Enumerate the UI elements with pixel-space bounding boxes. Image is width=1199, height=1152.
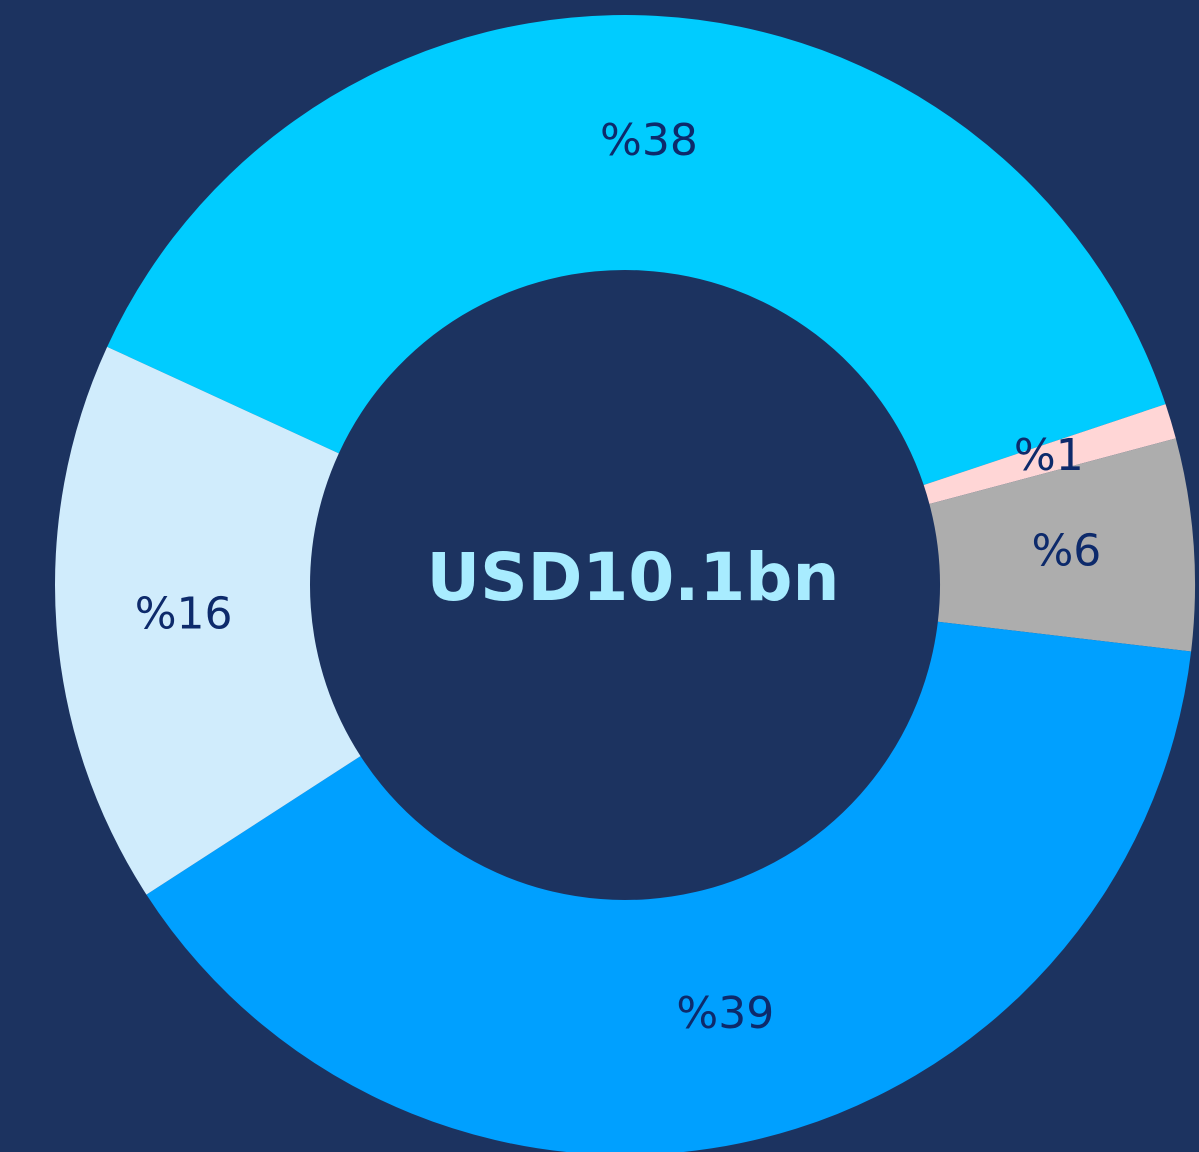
center-label: USD10.1bn	[427, 539, 840, 616]
labels: %38 %1 %6 %39 %16	[135, 115, 1102, 1039]
segment-label: %38	[600, 115, 698, 166]
donut-segment	[107, 15, 1166, 486]
segment-label: %6	[1031, 525, 1101, 576]
segment-label: %1	[1014, 430, 1084, 481]
segment-label: %16	[135, 589, 233, 640]
donut	[54, 15, 1195, 1152]
donut-segment	[929, 438, 1195, 652]
donut-segment	[923, 404, 1176, 505]
segment-label: %39	[676, 988, 774, 1039]
donut-segment	[146, 621, 1192, 1152]
donut-segment	[54, 346, 361, 895]
